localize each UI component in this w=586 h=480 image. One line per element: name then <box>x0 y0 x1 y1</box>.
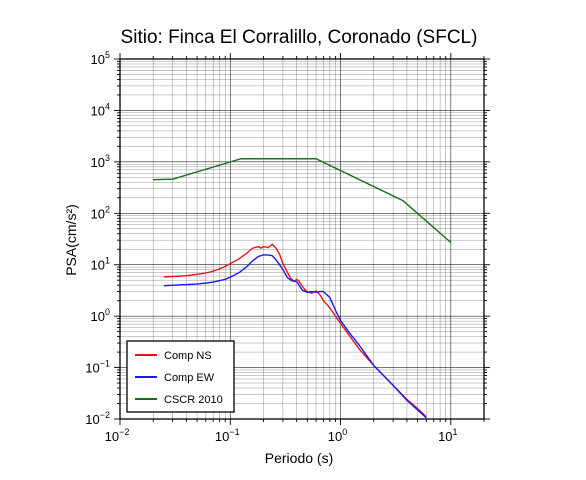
tick-layer: 10−2 10−1 100 101 10−2 10−1 100 101 102 103 104 105 <box>85 50 490 444</box>
y-tick-label: 105 <box>91 50 110 67</box>
chart-title: Sitio: Finca El Corralillo, Coronado (SF… <box>121 27 478 48</box>
y-tick-label: 103 <box>91 153 110 170</box>
y-axis-label: PSA(cm/s²) <box>63 204 79 276</box>
y-tick-label: 104 <box>91 101 110 118</box>
y-tick-label: 101 <box>91 256 110 273</box>
plot-frame <box>119 58 485 420</box>
y-tick-label: 102 <box>91 204 110 221</box>
series-line-1 <box>163 243 427 418</box>
y-tick-label: 10−1 <box>85 359 110 376</box>
y-tick-label: 10−2 <box>85 410 110 427</box>
x-axis-label: Periodo (s) <box>265 450 333 466</box>
plot-border <box>119 58 485 420</box>
legend-label-2: Comp EW <box>164 372 215 384</box>
series-line-3 <box>153 158 452 244</box>
y-tick-label: 100 <box>91 307 110 324</box>
x-tick-label: 10−1 <box>215 427 240 444</box>
x-tick-label: 10−2 <box>105 427 130 444</box>
series-line-2 <box>163 254 427 419</box>
series-layer <box>153 158 452 419</box>
legend-label-1: Comp NS <box>164 350 212 362</box>
legend-label-3: CSCR 2010 <box>164 394 223 406</box>
x-tick-label: 101 <box>438 427 457 444</box>
legend: Comp NS Comp EW CSCR 2010 <box>126 340 235 413</box>
grid-layer <box>119 58 485 420</box>
x-tick-label: 100 <box>328 427 347 444</box>
